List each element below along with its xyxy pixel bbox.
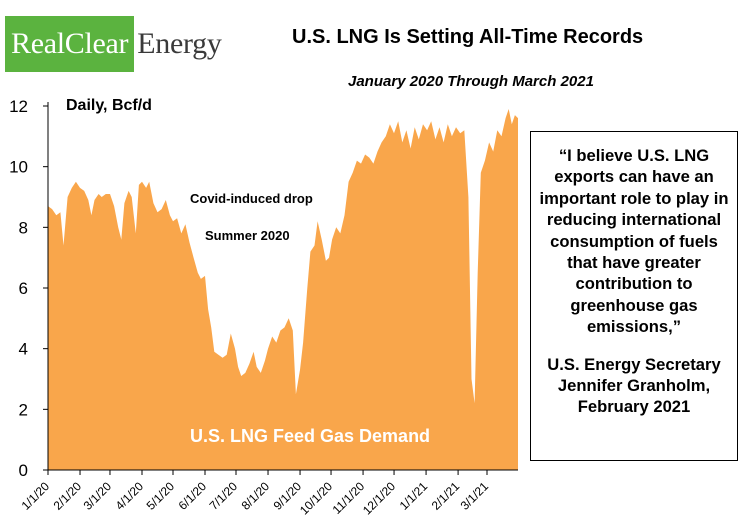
y-tick-label: 6 <box>19 279 28 298</box>
realclear-energy-logo: RealClear Energy <box>5 16 222 72</box>
y-tick-label: 0 <box>19 461 28 480</box>
y-tick-label: 8 <box>19 218 28 237</box>
annotation-covid-drop: Covid-induced drop <box>190 191 313 206</box>
quote-text: “I believe U.S. LNG exports can have an … <box>539 146 729 337</box>
y-tick-label: 2 <box>19 400 28 419</box>
x-tick-label: 3/1/20 <box>81 479 115 513</box>
x-tick-label: 3/1/21 <box>458 479 492 513</box>
y-tick-label: 10 <box>9 158 28 177</box>
quote-box: “I believe U.S. LNG exports can have an … <box>530 131 738 461</box>
x-tick-label: 7/1/20 <box>207 479 241 513</box>
logo-realclear-part: RealClear <box>5 16 135 72</box>
x-tick-label: 1/1/20 <box>19 479 53 513</box>
x-tick-label: 10/1/20 <box>297 479 335 517</box>
x-tick-label: 8/1/20 <box>239 479 273 513</box>
x-tick-label: 4/1/20 <box>113 479 147 513</box>
y-tick-label: 12 <box>9 97 28 116</box>
quote-attribution: U.S. Energy Secretary Jennifer Granholm,… <box>547 354 721 417</box>
y-tick-label: 4 <box>19 340 28 359</box>
x-tick-label: 5/1/20 <box>144 479 178 513</box>
x-tick-label: 2/1/21 <box>429 479 463 513</box>
y-axis-label: Daily, Bcf/d <box>66 97 152 114</box>
chart-subtitle: January 2020 Through March 2021 <box>348 73 594 90</box>
x-tick-label: 6/1/20 <box>176 479 210 513</box>
series-label: U.S. LNG Feed Gas Demand <box>190 426 430 446</box>
x-tick-label: 12/1/20 <box>360 479 398 517</box>
x-tick-label: 11/1/20 <box>330 479 368 517</box>
annotation-summer-2020: Summer 2020 <box>205 228 290 243</box>
series-area <box>48 109 518 470</box>
chart-title: U.S. LNG Is Setting All-Time Records <box>292 26 644 48</box>
logo-energy-part: Energy <box>137 27 222 60</box>
x-tick-label: 1/1/21 <box>397 479 431 513</box>
x-tick-label: 2/1/20 <box>51 479 85 513</box>
